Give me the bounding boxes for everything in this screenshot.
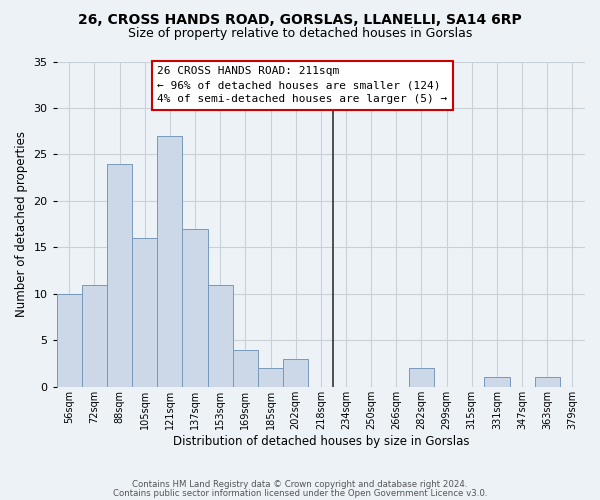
Bar	[484, 378, 509, 387]
Bar	[57, 294, 82, 387]
Y-axis label: Number of detached properties: Number of detached properties	[15, 131, 28, 317]
Bar	[535, 378, 560, 387]
Bar	[182, 229, 208, 387]
Bar	[107, 164, 132, 387]
Text: 26, CROSS HANDS ROAD, GORSLAS, LLANELLI, SA14 6RP: 26, CROSS HANDS ROAD, GORSLAS, LLANELLI,…	[78, 12, 522, 26]
Text: 26 CROSS HANDS ROAD: 211sqm
← 96% of detached houses are smaller (124)
4% of sem: 26 CROSS HANDS ROAD: 211sqm ← 96% of det…	[157, 66, 448, 104]
Bar	[409, 368, 434, 387]
Bar	[82, 284, 107, 387]
Text: Contains HM Land Registry data © Crown copyright and database right 2024.: Contains HM Land Registry data © Crown c…	[132, 480, 468, 489]
Bar	[233, 350, 258, 387]
Bar	[283, 359, 308, 387]
Bar	[258, 368, 283, 387]
X-axis label: Distribution of detached houses by size in Gorslas: Distribution of detached houses by size …	[173, 434, 469, 448]
Text: Contains public sector information licensed under the Open Government Licence v3: Contains public sector information licen…	[113, 489, 487, 498]
Bar	[157, 136, 182, 387]
Bar	[208, 284, 233, 387]
Text: Size of property relative to detached houses in Gorslas: Size of property relative to detached ho…	[128, 28, 472, 40]
Bar	[132, 238, 157, 387]
